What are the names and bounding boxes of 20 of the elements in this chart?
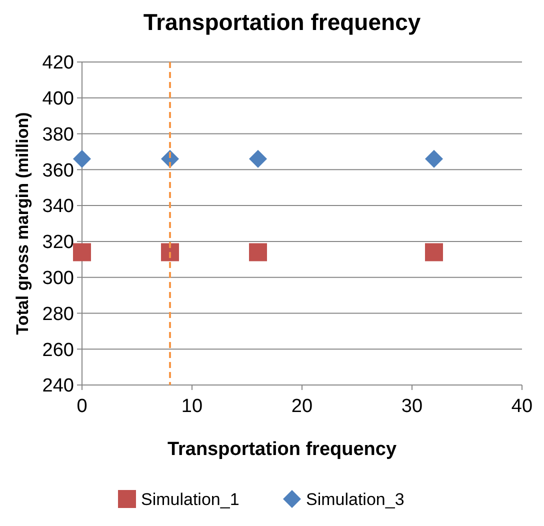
x-tick-label: 20 xyxy=(291,396,313,417)
x-tick-label: 10 xyxy=(181,396,203,417)
y-tick-label: 240 xyxy=(42,376,74,397)
y-tick-label: 400 xyxy=(42,88,74,110)
legend-label: Simulation_1 xyxy=(141,490,240,509)
y-tick-label: 380 xyxy=(42,124,74,146)
x-tick-label: 40 xyxy=(511,396,533,417)
y-tick-label: 320 xyxy=(42,232,74,254)
chart-title: Transportation frequency xyxy=(143,9,421,35)
x-tick-label: 30 xyxy=(401,396,423,417)
y-tick-label: 280 xyxy=(42,304,74,325)
y-tick-label: 420 xyxy=(42,52,74,74)
y-axis-title: Total gross margin (million) xyxy=(13,112,32,335)
y-tick-label: 360 xyxy=(42,160,74,182)
y-tick-label: 340 xyxy=(42,196,74,218)
y-tick-label: 260 xyxy=(42,340,74,361)
legend-label: Simulation_3 xyxy=(306,490,404,509)
x-tick-label: 0 xyxy=(76,396,88,417)
y-tick-label: 300 xyxy=(42,268,74,289)
x-axis-title: Transportation frequency xyxy=(167,439,397,460)
